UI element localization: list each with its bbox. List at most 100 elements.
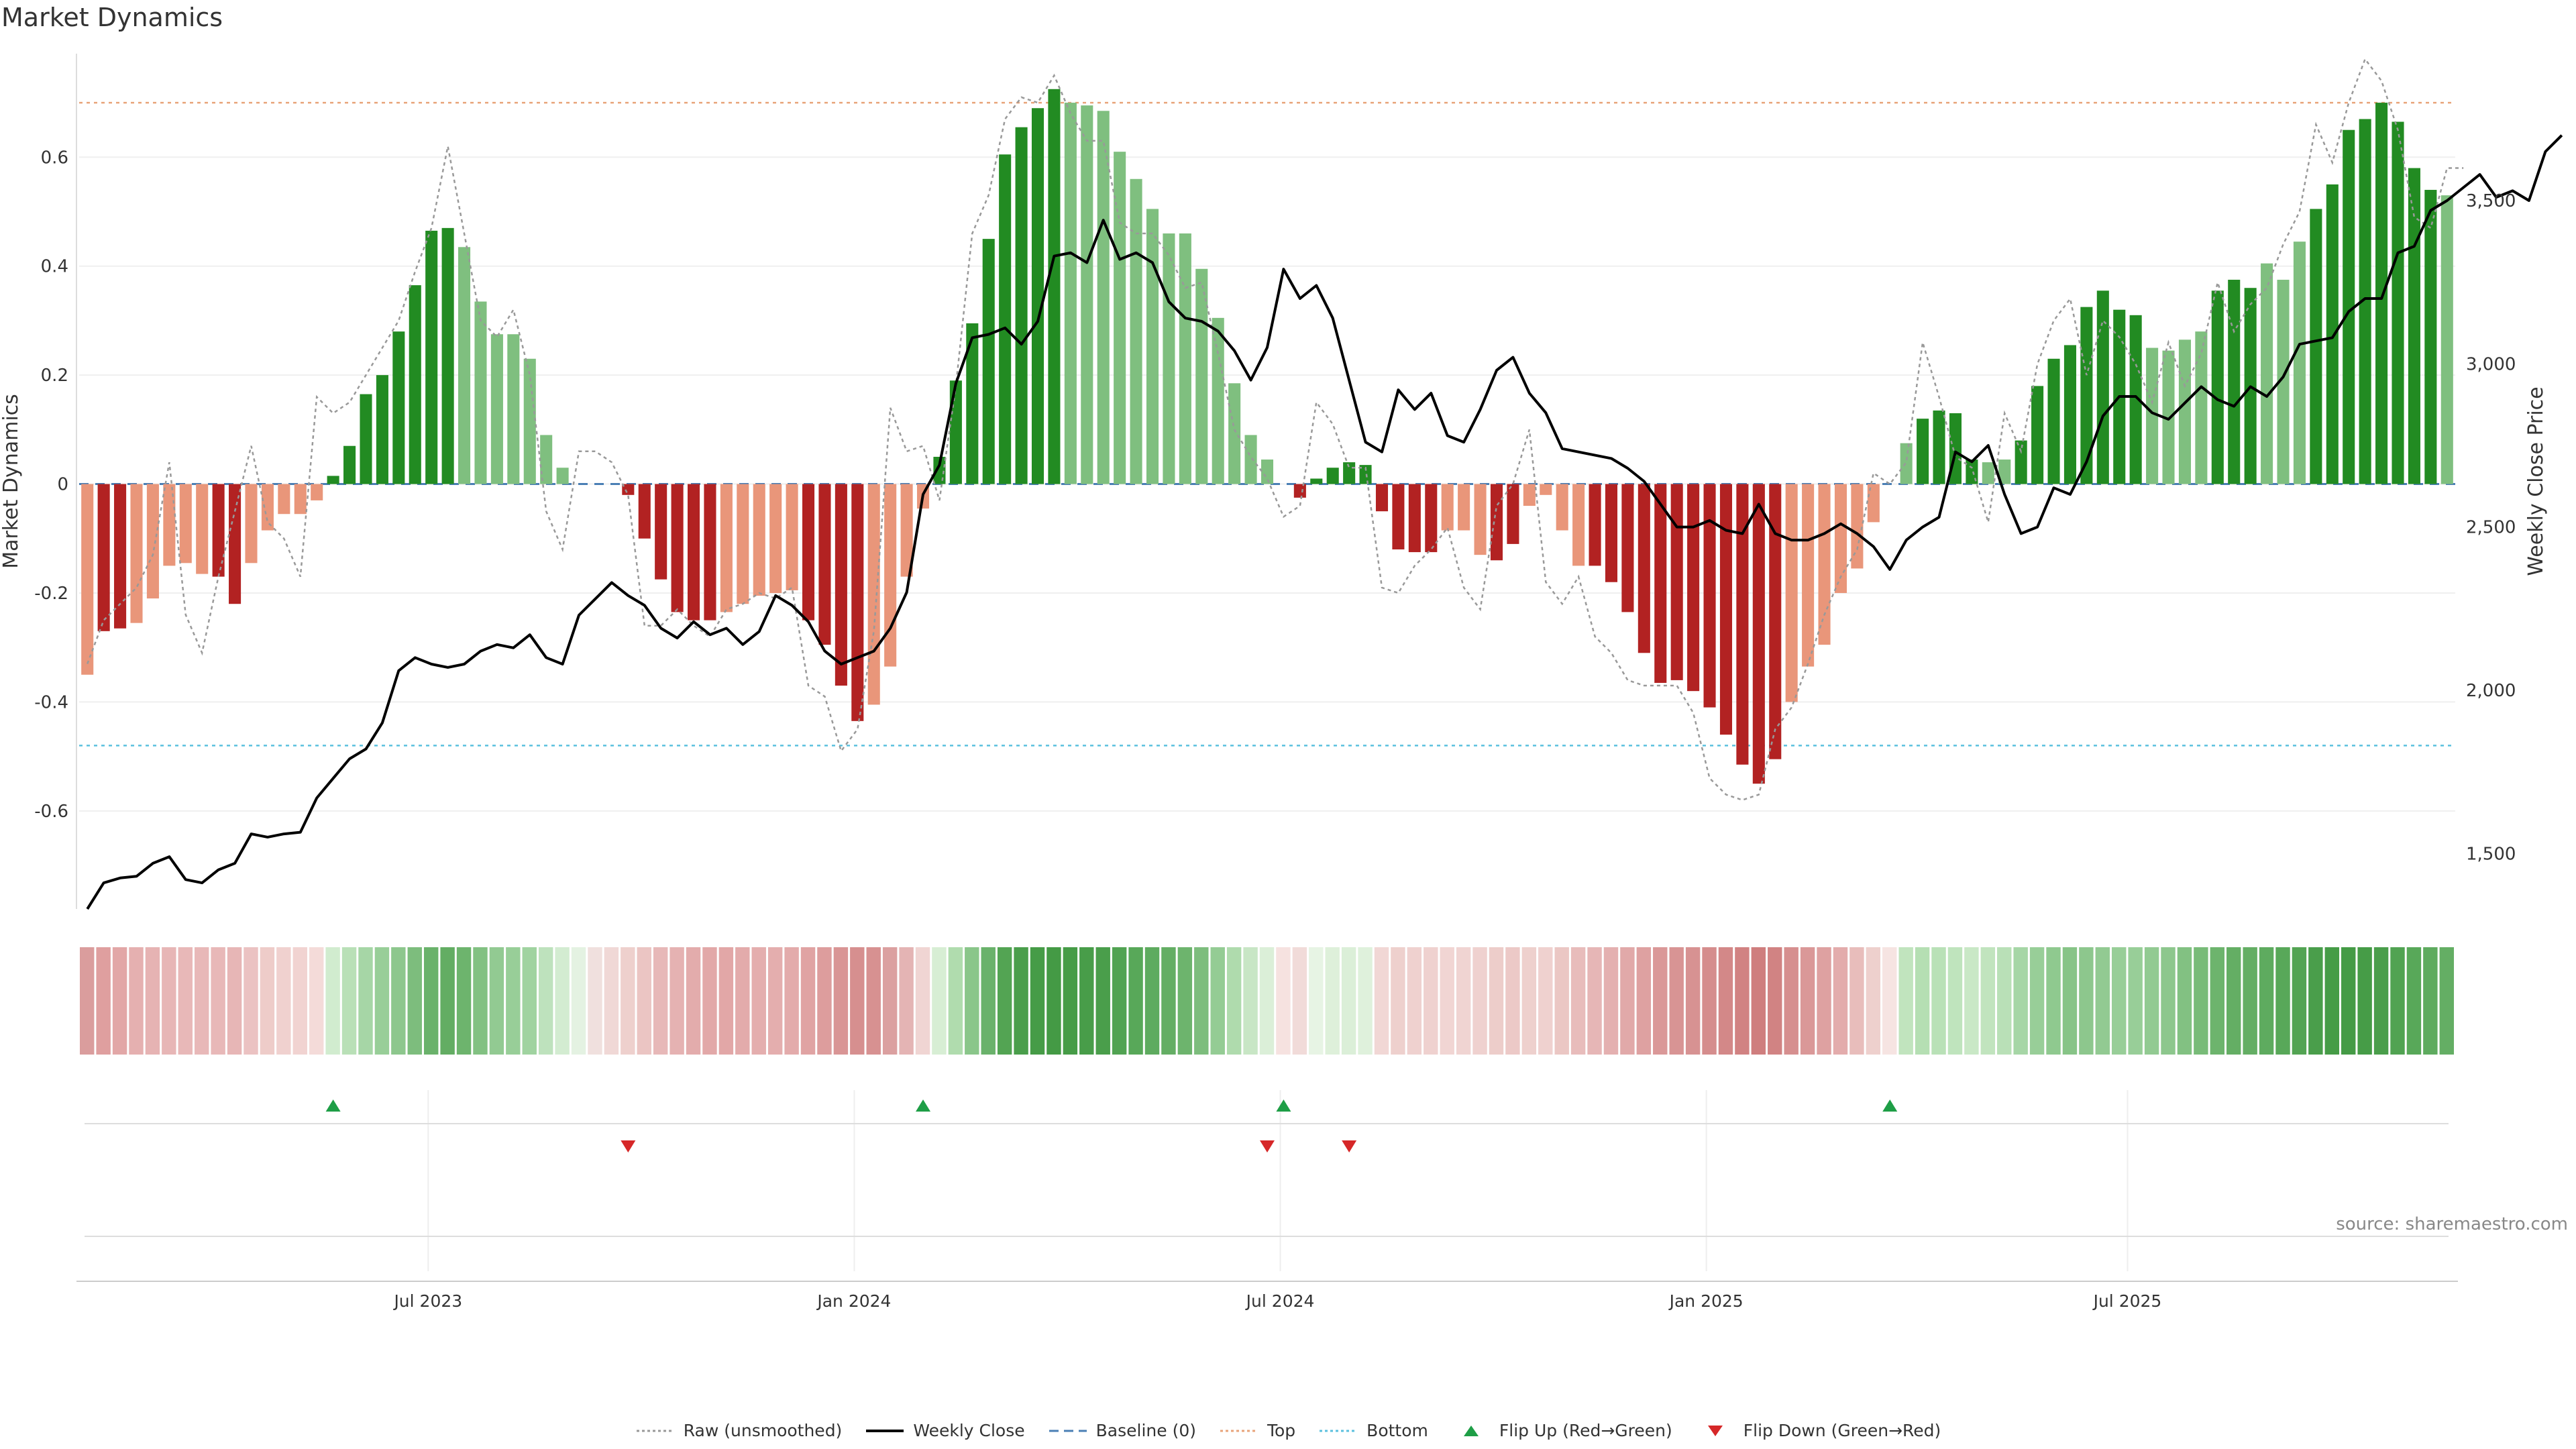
barcode-cell [2308,947,2323,1055]
dynamics-bar [1540,484,1552,495]
flip-up-marker [916,1099,931,1112]
y-tick-label: 0 [57,475,68,495]
dynamics-bar [1179,233,1191,484]
barcode-cell [1456,947,1471,1055]
barcode-cell [735,947,750,1055]
barcode-cell [1570,947,1586,1055]
barcode-cell [653,947,668,1055]
barcode-cell [686,947,701,1055]
dynamics-bar [1802,484,1815,667]
barcode-cell [1947,947,1963,1055]
dynamics-bar [802,484,815,621]
dynamics-bar [425,230,438,484]
dynamics-bar [884,484,897,667]
dynamics-bar [81,484,94,675]
dynamics-bar [1769,484,1782,759]
barcode-cell [2095,947,2110,1055]
dynamics-bar [1064,103,1077,484]
legend-swatch [1463,1425,1479,1436]
barcode-cell [1817,947,1831,1055]
dynamics-bar [507,334,520,484]
dynamics-bar [2440,195,2453,484]
barcode-cell [767,947,783,1055]
barcode-cell [1325,947,1340,1055]
barcode-cell [1980,947,1996,1055]
barcode-cell [1849,947,1864,1055]
dynamics-bar [490,334,503,484]
barcode-cell [2373,947,2389,1055]
dynamics-bar [1260,460,1274,484]
dynamics-bar [982,239,995,484]
barcode-cell [932,947,947,1055]
dynamics-bar [753,484,765,596]
dynamics-bar [2162,350,2175,484]
dynamics-bar [2080,307,2093,484]
barcode-cell [456,947,472,1055]
dynamics-bar [1998,460,2011,484]
dynamics-bar [1375,484,1389,512]
barcode-cell [588,947,602,1055]
barcode-cell [1063,947,1078,1055]
legend-swatch [866,1429,904,1432]
barcode-cell [1636,947,1652,1055]
dynamics-bar [1048,89,1061,484]
dynamics-bar [1441,484,1454,531]
barcode-cell [2292,947,2307,1055]
barcode-cell [1292,947,1307,1055]
dynamics-bar [966,323,979,484]
barcode-cell [194,947,209,1055]
barcode-cell [1882,947,1897,1055]
dynamics-bar [2392,121,2404,484]
legend-swatch [636,1430,674,1432]
dynamics-bar [1966,460,1978,484]
barcode-cell [2062,947,2078,1055]
dynamics-bar [311,484,323,500]
barcode-cell [276,947,291,1055]
dynamics-bar [1392,484,1405,550]
dynamics-bar [1212,317,1224,484]
x-tick-label: Jul 2024 [1245,1291,1315,1311]
dynamics-bar [2129,315,2142,484]
barcode-cell [1112,947,1127,1055]
barcode-cell [1997,947,2012,1055]
dynamics-bar [278,484,290,515]
barcode-cell [2226,947,2241,1055]
legend-item: Raw (unsmoothed) [635,1421,842,1440]
weekly-close-line [86,134,2563,910]
barcode-cell [1243,947,1258,1055]
dynamics-bar [655,484,667,580]
barcode-cell [1751,947,1766,1055]
barcode-cell [325,947,340,1055]
barcode-cell [981,947,996,1055]
barcode-cell [669,947,684,1055]
dynamics-bar [1834,484,1847,593]
barcode-cell [604,947,619,1055]
barcode-cell [489,947,504,1055]
dynamics-bar [867,484,880,705]
dynamics-bar [1917,419,1929,484]
x-tick-label: Jul 2025 [2092,1291,2162,1311]
legend-swatch [1707,1425,1723,1436]
barcode-cell [1030,947,1045,1055]
dynamics-bar [818,484,831,645]
barcode-cell [244,947,258,1055]
barcode-cell [96,947,111,1055]
barcode-cell [2439,947,2454,1055]
barcode-cell [145,947,160,1055]
dynamics-bar [261,484,274,531]
barcode-cell [1194,947,1209,1055]
dynamics-bar [1310,478,1323,484]
dynamics-bar [2343,129,2355,484]
barcode-cell [1226,947,1242,1055]
dynamics-bar [1556,484,1568,531]
barcode-cell [2177,947,2192,1055]
dynamics-bar [2359,119,2371,484]
legend-item: Top [1219,1421,1295,1440]
barcode-cell [702,947,717,1055]
dynamics-bar [1752,484,1765,784]
barcode-cell [555,947,570,1055]
axes: -0.6 -0.4 -0.2 0 0.2 0.4 0.6 1,500 2,000 2,500 3,0… [0,54,2548,909]
barcode-cell [358,947,373,1055]
barcode-cell [2390,947,2405,1055]
barcode-cell [2243,947,2257,1055]
